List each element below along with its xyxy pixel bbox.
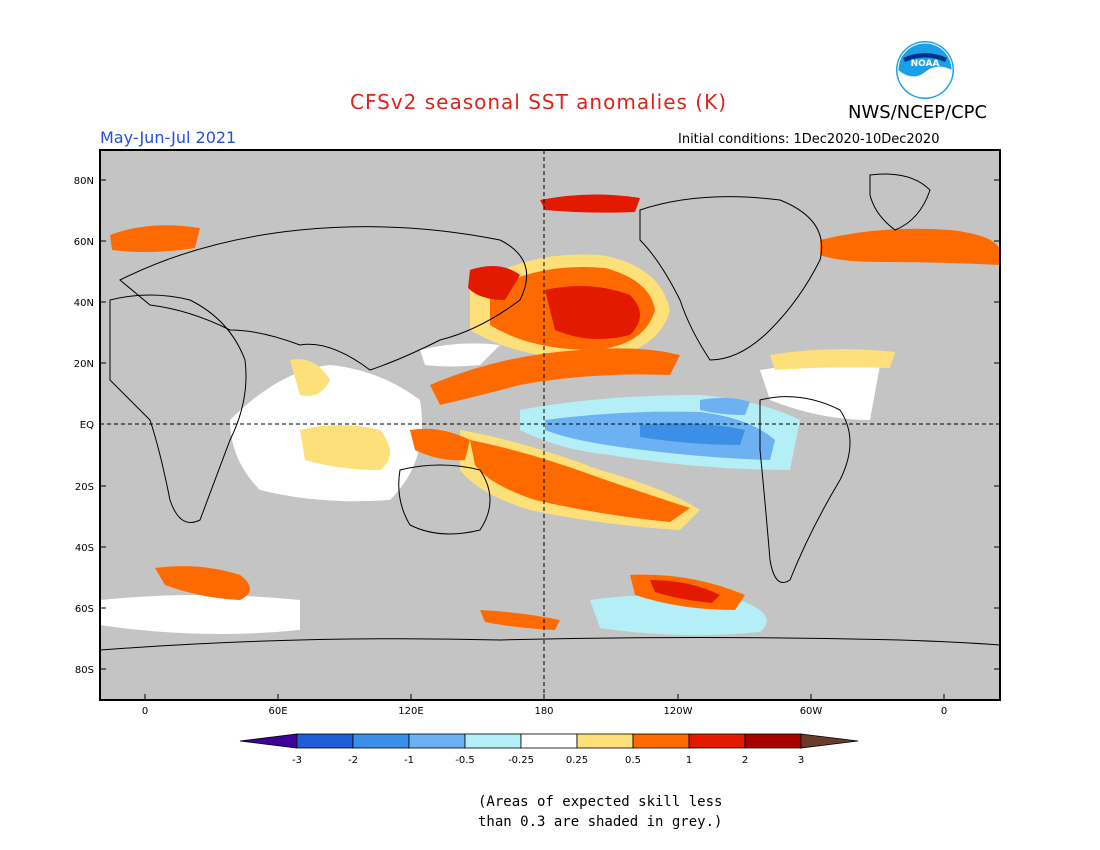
legend-swatch-8 — [688, 733, 746, 749]
noaa-logo: NOAA — [896, 41, 954, 99]
lat-label-20n: 20N — [74, 359, 94, 370]
skill-note: (Areas of expected skill less than 0.3 a… — [478, 792, 722, 832]
lat-label-eq: EQ — [80, 420, 94, 431]
arctic-warm-patch — [540, 194, 640, 213]
europe-warm-patch — [110, 225, 200, 253]
legend-swatch-3 — [408, 733, 466, 749]
japan-sea-warm — [468, 266, 520, 300]
legend-tick-neg3: -3 — [292, 755, 302, 766]
south-pacific-warm — [470, 440, 690, 522]
forecast-period: May-Jun-Jul 2021 — [100, 128, 237, 147]
skill-note-line-2: than 0.3 are shaded in grey.) — [478, 814, 723, 830]
map-frame — [99, 149, 1001, 701]
greenland-outline — [869, 173, 931, 231]
southern-ocean-warm-patch — [480, 610, 560, 630]
legend-tick-3: 3 — [798, 755, 804, 766]
anomaly-field — [100, 173, 1000, 651]
antarctica-outline — [100, 637, 1000, 651]
logo-text: NOAA — [911, 59, 940, 69]
lon-label-60w: 60W — [800, 706, 823, 717]
tropical-atlantic-white — [760, 363, 880, 420]
lat-label-80n: 80N — [74, 176, 94, 187]
maritime-continent-warm — [410, 428, 470, 461]
legend-swatch-4 — [464, 733, 522, 749]
lon-label-120w: 120W — [664, 706, 693, 717]
lat-label-40n: 40N — [74, 298, 94, 309]
north-america-outline — [639, 196, 823, 361]
australia-outline — [398, 464, 491, 535]
legend-swatch-9 — [744, 733, 802, 749]
north-pacific-warm-core — [545, 286, 640, 339]
eurasia-outline — [119, 226, 528, 371]
legend-tick-05: 0.5 — [625, 755, 641, 766]
legend-tick-neg1: -1 — [404, 755, 414, 766]
west-pacific-warm-band — [430, 348, 680, 405]
legend-tick-025: 0.25 — [566, 755, 588, 766]
skill-note-line-1: (Areas of expected skill less — [478, 794, 723, 810]
north-atlantic-warm — [820, 228, 1000, 265]
lat-label-80s: 80S — [75, 665, 94, 676]
arabian-sea-yellow — [290, 359, 330, 396]
legend-tick-neg05: -0.5 — [455, 755, 475, 766]
lon-label-0: 0 — [142, 706, 148, 717]
pacific-cold-core-2 — [640, 423, 745, 445]
legend-swatch-5 — [520, 733, 578, 749]
legend-swatch-6 — [576, 733, 634, 749]
lat-axis: 80N 60N 40N 20N EQ 20S 40S 60S 80S — [74, 176, 1000, 676]
africa-outline — [109, 294, 247, 523]
initial-conditions: Initial conditions: 1Dec2020-10Dec2020 — [678, 132, 940, 147]
lon-label-180: 180 — [534, 706, 553, 717]
lon-label-0-right: 0 — [941, 706, 947, 717]
west-pacific-white — [420, 343, 500, 367]
chart-title: CFSv2 seasonal SST anomalies (K) — [350, 90, 727, 114]
lon-label-60e: 60E — [268, 706, 287, 717]
atlantic-blue-spots — [700, 397, 750, 415]
legend-swatch-7 — [632, 733, 690, 749]
tropical-atlantic-yellow — [770, 349, 895, 370]
lat-label-60s: 60S — [75, 604, 94, 615]
legend-swatch-below-3 — [239, 733, 298, 749]
southern-ocean-white — [100, 595, 300, 634]
coastlines — [100, 173, 1000, 651]
lat-label-60n: 60N — [74, 237, 94, 248]
legend-swatch-2 — [352, 733, 410, 749]
indian-ocean-yellow — [300, 425, 390, 470]
legend-swatch-1 — [296, 733, 354, 749]
legend-swatch-above-3 — [800, 733, 859, 749]
agency-label: NWS/NCEP/CPC — [848, 102, 988, 123]
lat-label-40s: 40S — [75, 543, 94, 554]
south-atlantic-warm — [155, 566, 250, 600]
lat-label-20s: 20S — [75, 482, 94, 493]
legend-tick-1: 1 — [686, 755, 692, 766]
legend-tick-2: 2 — [742, 755, 748, 766]
color-legend: -3 -2 -1 -0.5 -0.25 0.25 0.5 1 2 3 — [239, 733, 859, 766]
lon-label-120e: 120E — [398, 706, 423, 717]
south-pacific-southern-core — [650, 580, 720, 603]
south-america-outline — [759, 396, 851, 583]
legend-tick-neg2: -2 — [348, 755, 358, 766]
lon-axis: 0 60E 120E 180 120W 60W 0 — [142, 694, 947, 717]
legend-tick-neg025: -0.25 — [508, 755, 534, 766]
